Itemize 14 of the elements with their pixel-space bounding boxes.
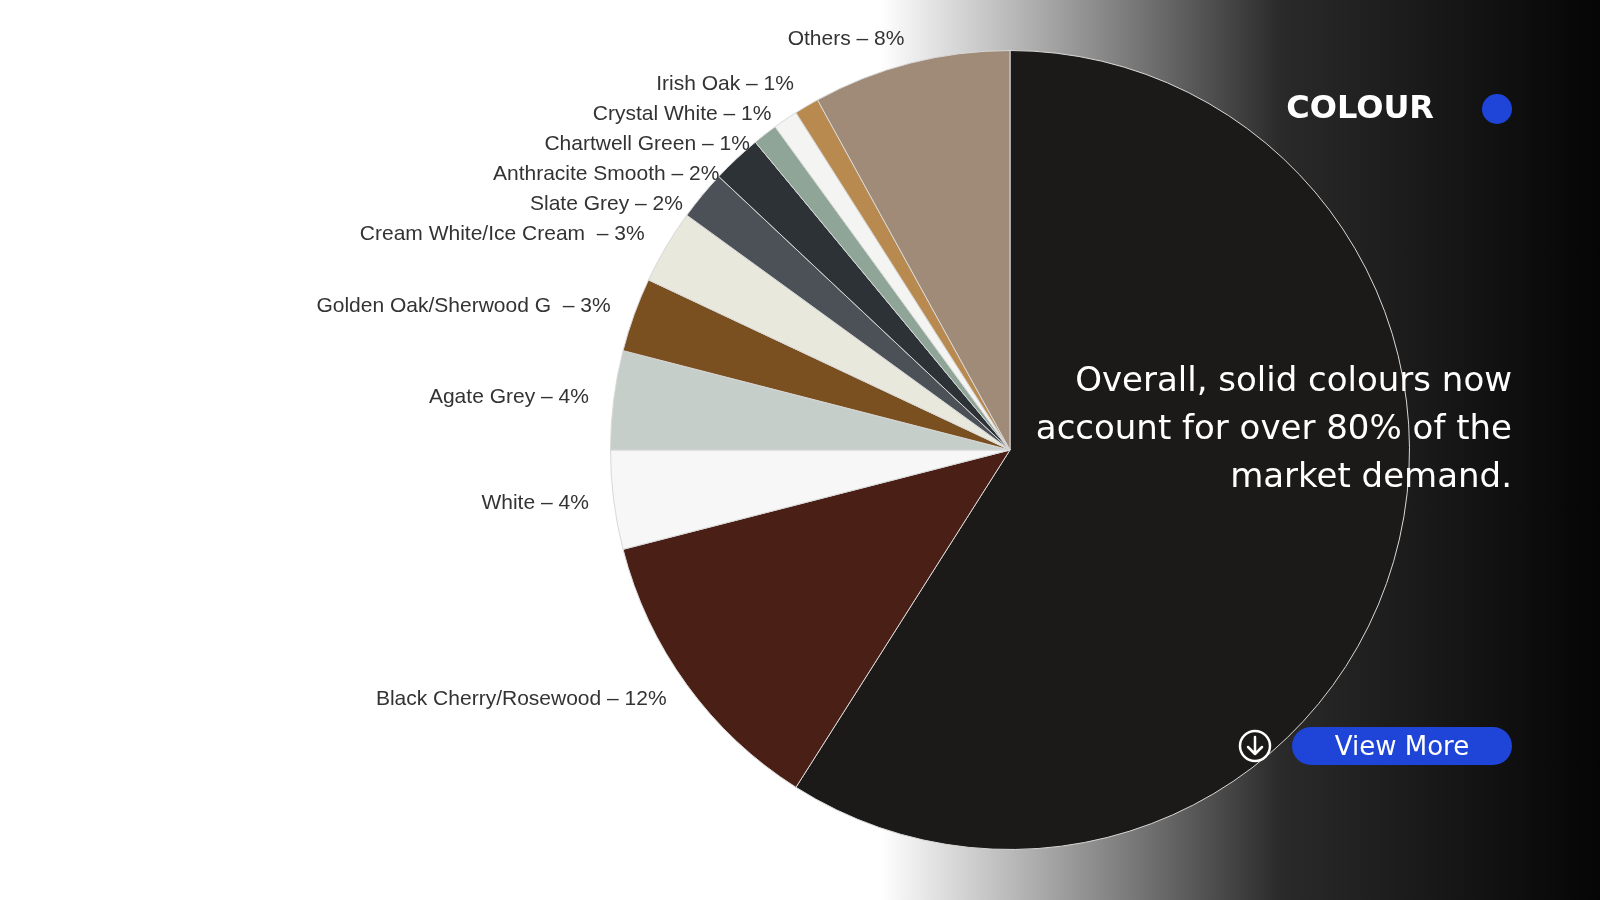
slice-label: Irish Oak – 1% (656, 71, 794, 95)
slice-label: White – 4% (481, 490, 589, 513)
slice-label: Others – 8% (787, 25, 905, 49)
slice-label: Slate Grey – 2% (530, 191, 683, 215)
slice-label: Chartwell Green – 1% (544, 131, 750, 155)
slice-label: Crystal White – 1% (592, 101, 772, 125)
slice-label: Cream White/Ice Cream – 3% (359, 221, 645, 245)
slice-label: Black Cherry/Rosewood – 12% (375, 686, 667, 710)
text: Overall, solid colours now account for over 80% of the market demand. (1034, 358, 1512, 497)
slice-label: Agate Grey – 4% (428, 383, 589, 407)
slice-label: Golden Oak/Sherwood G – 3% (316, 293, 611, 316)
slice-label: Anthracite Smooth – 2% (492, 161, 720, 185)
text: View More (1292, 727, 1512, 765)
text: COLOUR (1286, 88, 1434, 126)
